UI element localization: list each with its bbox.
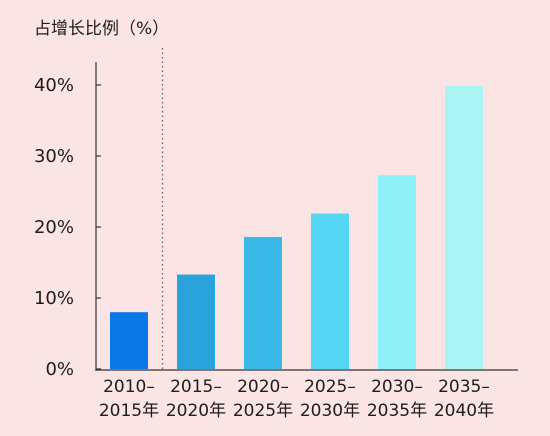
x-tick-label-line2: 2020年 [166,401,226,421]
x-tick-label-line2: 2035年 [367,401,427,421]
y-tick-label: 30% [34,146,74,167]
y-tick-label: 0% [45,359,74,380]
bar [110,312,148,369]
y-tick-label: 20% [34,217,74,238]
x-tick-label-line1: 2035– [438,377,490,397]
x-tick-label-line1: 2025– [304,377,356,397]
x-tick-label-line2: 2025年 [233,401,293,421]
x-tick-label-line2: 2015年 [99,401,159,421]
x-tick-label-line2: 2030年 [300,401,360,421]
bar [445,85,483,370]
bar [177,274,215,369]
y-tick-label: 40% [34,75,74,96]
y-tick-label: 10% [34,288,74,309]
y-axis-title: 占增长比例（%） [34,19,169,39]
bar [378,175,416,369]
bar [244,236,282,369]
x-tick-label-line1: 2020– [237,377,289,397]
x-tick-label-line2: 2040年 [434,401,494,421]
x-tick-label-line1: 2030– [371,377,423,397]
bar [311,213,349,369]
x-tick-label-line1: 2010– [103,377,155,397]
x-tick-label-line1: 2015– [170,377,222,397]
